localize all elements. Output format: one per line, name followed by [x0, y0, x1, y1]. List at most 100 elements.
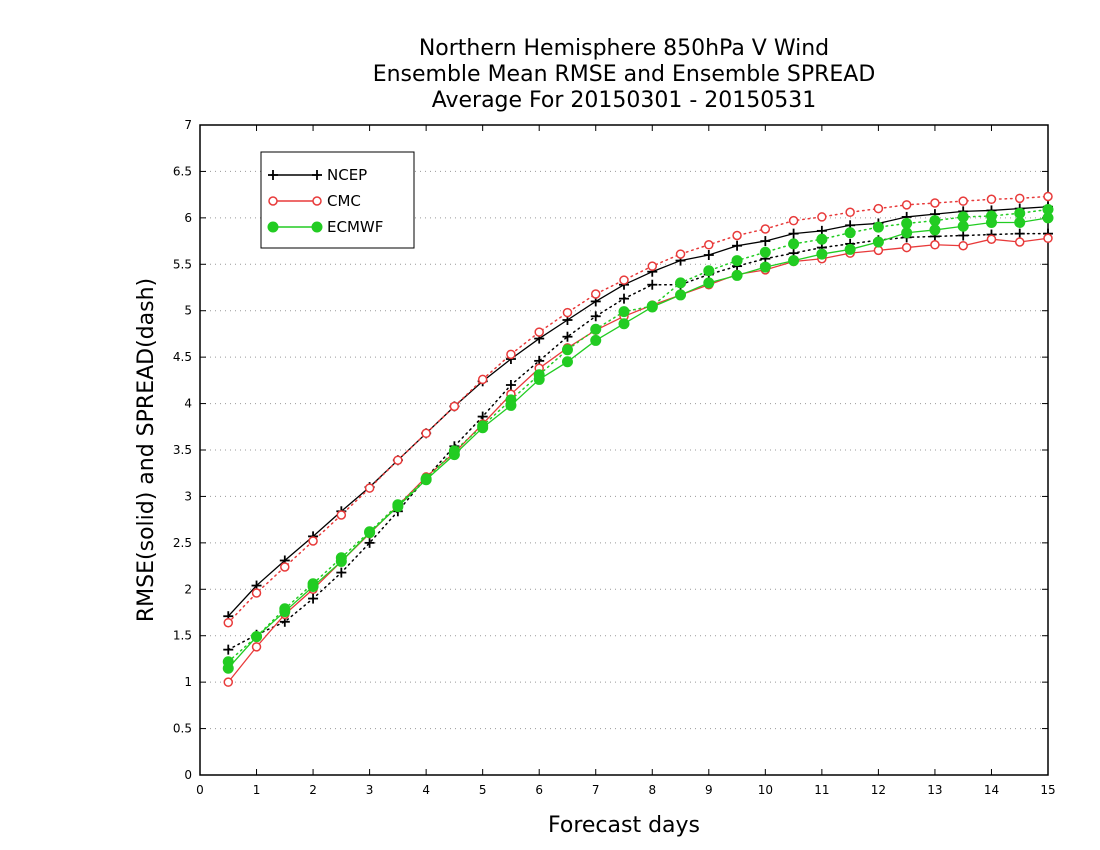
- ncep-rmse-point: [732, 240, 743, 251]
- x-tick-label: 13: [927, 783, 942, 797]
- cmc-spread-point: [251, 588, 262, 598]
- ncep-spread-point: [590, 311, 601, 322]
- ncep-spread-point: [619, 293, 629, 304]
- y-tick-label: 6: [184, 211, 192, 225]
- cmc-spread-point: [421, 428, 431, 439]
- ecmwf-rmse-point: [1042, 212, 1054, 224]
- cmc-rmse-point: [901, 242, 912, 253]
- cmc-spread-point: [562, 307, 573, 318]
- cmc-spread-point: [986, 194, 997, 205]
- ecmwf-rmse-line: [227, 217, 1049, 669]
- cmc-spread-point: [393, 455, 403, 465]
- cmc-spread-point: [590, 289, 601, 299]
- y-tick-label: 4: [184, 397, 192, 411]
- legend-label-cmc: CMC: [327, 192, 361, 210]
- cmc-spread-point: [958, 196, 968, 206]
- ecmwf-spread-point: [844, 227, 856, 239]
- ecmwf-rmse-point: [307, 581, 319, 592]
- cmc-spread-point: [336, 510, 347, 520]
- ecmwf-rmse-point: [222, 662, 234, 674]
- cmc-spread-point: [873, 203, 884, 214]
- axis-ticks: 00.511.522.533.544.555.566.570 1 2 3 4 5 6 7 8 9 1…: [173, 118, 1056, 797]
- cmc-spread-point: [732, 230, 742, 241]
- ncep-spread-point: [958, 230, 969, 241]
- ecmwf-rmse-point: [618, 318, 630, 330]
- x-tick-label: 14: [984, 783, 999, 797]
- chart-title-line-3: Average For 20150301 - 20150531: [431, 88, 817, 113]
- ecmwf-rmse-point: [251, 631, 263, 643]
- y-tick-label: 7: [184, 118, 192, 132]
- ecmwf-rmse-point: [788, 255, 800, 267]
- x-tick-label: 8: [648, 783, 656, 797]
- ecmwf-rmse-point: [985, 217, 997, 228]
- y-tick-label: 1.5: [173, 629, 192, 643]
- x-tick-label: 5: [479, 783, 487, 797]
- ecmwf-rmse-point: [1014, 217, 1026, 228]
- ecmwf-rmse-point: [703, 277, 715, 289]
- x-tick-label: 4: [422, 783, 430, 797]
- ecmwf-rmse-point: [420, 474, 432, 486]
- cmc-spread-point: [364, 483, 375, 493]
- ecmwf-spread-point: [703, 265, 715, 277]
- y-tick-label: 0: [184, 768, 192, 782]
- ecmwf-spread-point: [759, 246, 771, 258]
- legend: NCEP CMC ECMWF: [260, 151, 415, 249]
- y-tick-label: 3: [184, 489, 192, 503]
- x-tick-label: 7: [592, 783, 600, 797]
- legend-label-ncep: NCEP: [327, 166, 367, 184]
- cmc-spread-point: [788, 215, 799, 226]
- ecmwf-spread-point: [590, 323, 602, 335]
- ecmwf-rmse-point: [872, 236, 884, 248]
- legend-marker-ecmwf: [267, 221, 279, 233]
- cmc-rmse-point: [1014, 237, 1025, 247]
- ncep-spread-point: [336, 567, 347, 578]
- ncep-spread-point: [308, 593, 319, 604]
- x-axis-label: Forecast days: [548, 813, 700, 838]
- ecmwf-rmse-point: [646, 301, 658, 313]
- ecmwf-rmse-point: [335, 555, 347, 567]
- x-tick-label: 0: [196, 783, 204, 797]
- ecmwf-spread-point: [561, 344, 573, 356]
- cmc-rmse-point: [223, 677, 234, 687]
- x-tick-label: 15: [1040, 783, 1055, 797]
- ecmwf-rmse-point: [364, 527, 376, 539]
- x-tick-label: 1: [253, 783, 261, 797]
- ncep-spread-point: [223, 644, 234, 655]
- ecmwf-rmse-point: [590, 334, 602, 346]
- x-tick-label: 2: [309, 783, 317, 797]
- cmc-rmse-point: [986, 234, 997, 244]
- ecmwf-rmse-point: [929, 224, 941, 236]
- y-tick-label: 2.5: [173, 536, 192, 550]
- legend-marker-cmc: [312, 196, 322, 206]
- ecmwf-rmse-point: [448, 449, 460, 461]
- series-ncep: [223, 201, 1053, 655]
- ecmwf-rmse-point: [392, 501, 404, 513]
- cmc-spread-point: [647, 261, 658, 271]
- cmc-spread-point: [760, 224, 771, 234]
- cmc-spread-point: [675, 249, 686, 259]
- ecmwf-spread-point: [618, 306, 630, 318]
- ncep-rmse-point: [788, 228, 799, 239]
- cmc-rmse-point: [958, 240, 968, 251]
- series-cmc: [223, 191, 1053, 687]
- y-tick-label: 2: [184, 582, 192, 596]
- y-tick-label: 4.5: [173, 350, 192, 364]
- y-tick-label: 5.5: [173, 257, 192, 271]
- cmc-spread-point: [449, 401, 460, 412]
- series-group: [222, 191, 1054, 687]
- ncep-spread-line: [227, 232, 1049, 651]
- x-tick-label: 3: [366, 783, 374, 797]
- x-tick-label: 6: [535, 783, 543, 797]
- ecmwf-rmse-point: [279, 606, 291, 618]
- legend-marker-ncep: [312, 170, 322, 180]
- cmc-spread-point: [477, 374, 488, 385]
- ecmwf-spread-point: [957, 211, 969, 223]
- x-tick-label: 11: [814, 783, 829, 797]
- ecmwf-spread-line: [227, 208, 1049, 663]
- cmc-spread-point: [901, 200, 912, 210]
- cmc-spread-point: [506, 349, 516, 360]
- ecmwf-rmse-point: [675, 289, 687, 301]
- ecmwf-spread-point: [872, 221, 884, 233]
- legend-marker-ecmwf: [311, 221, 323, 233]
- y-tick-label: 6.5: [173, 164, 192, 178]
